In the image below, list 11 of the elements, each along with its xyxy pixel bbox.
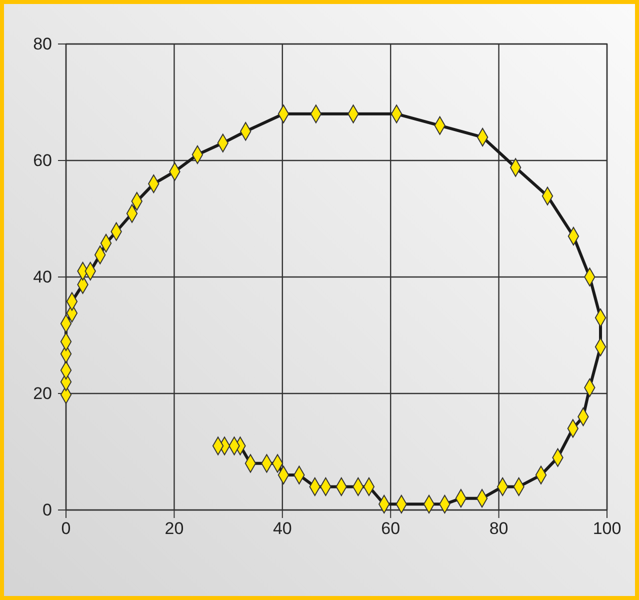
- y-tick-label: 80: [33, 34, 52, 54]
- y-tick-label: 40: [33, 267, 52, 286]
- x-tick-label: 0: [61, 519, 71, 538]
- x-tick-label: 60: [381, 519, 400, 538]
- x-tick-label: 80: [489, 519, 508, 538]
- y-tick-label: 60: [33, 150, 52, 170]
- y-tick-label: 0: [42, 500, 52, 520]
- x-tick-label: 20: [164, 519, 184, 538]
- x-tick-label: 100: [592, 519, 622, 538]
- x-tick-label: 40: [272, 519, 292, 538]
- y-tick-label: 20: [33, 384, 52, 403]
